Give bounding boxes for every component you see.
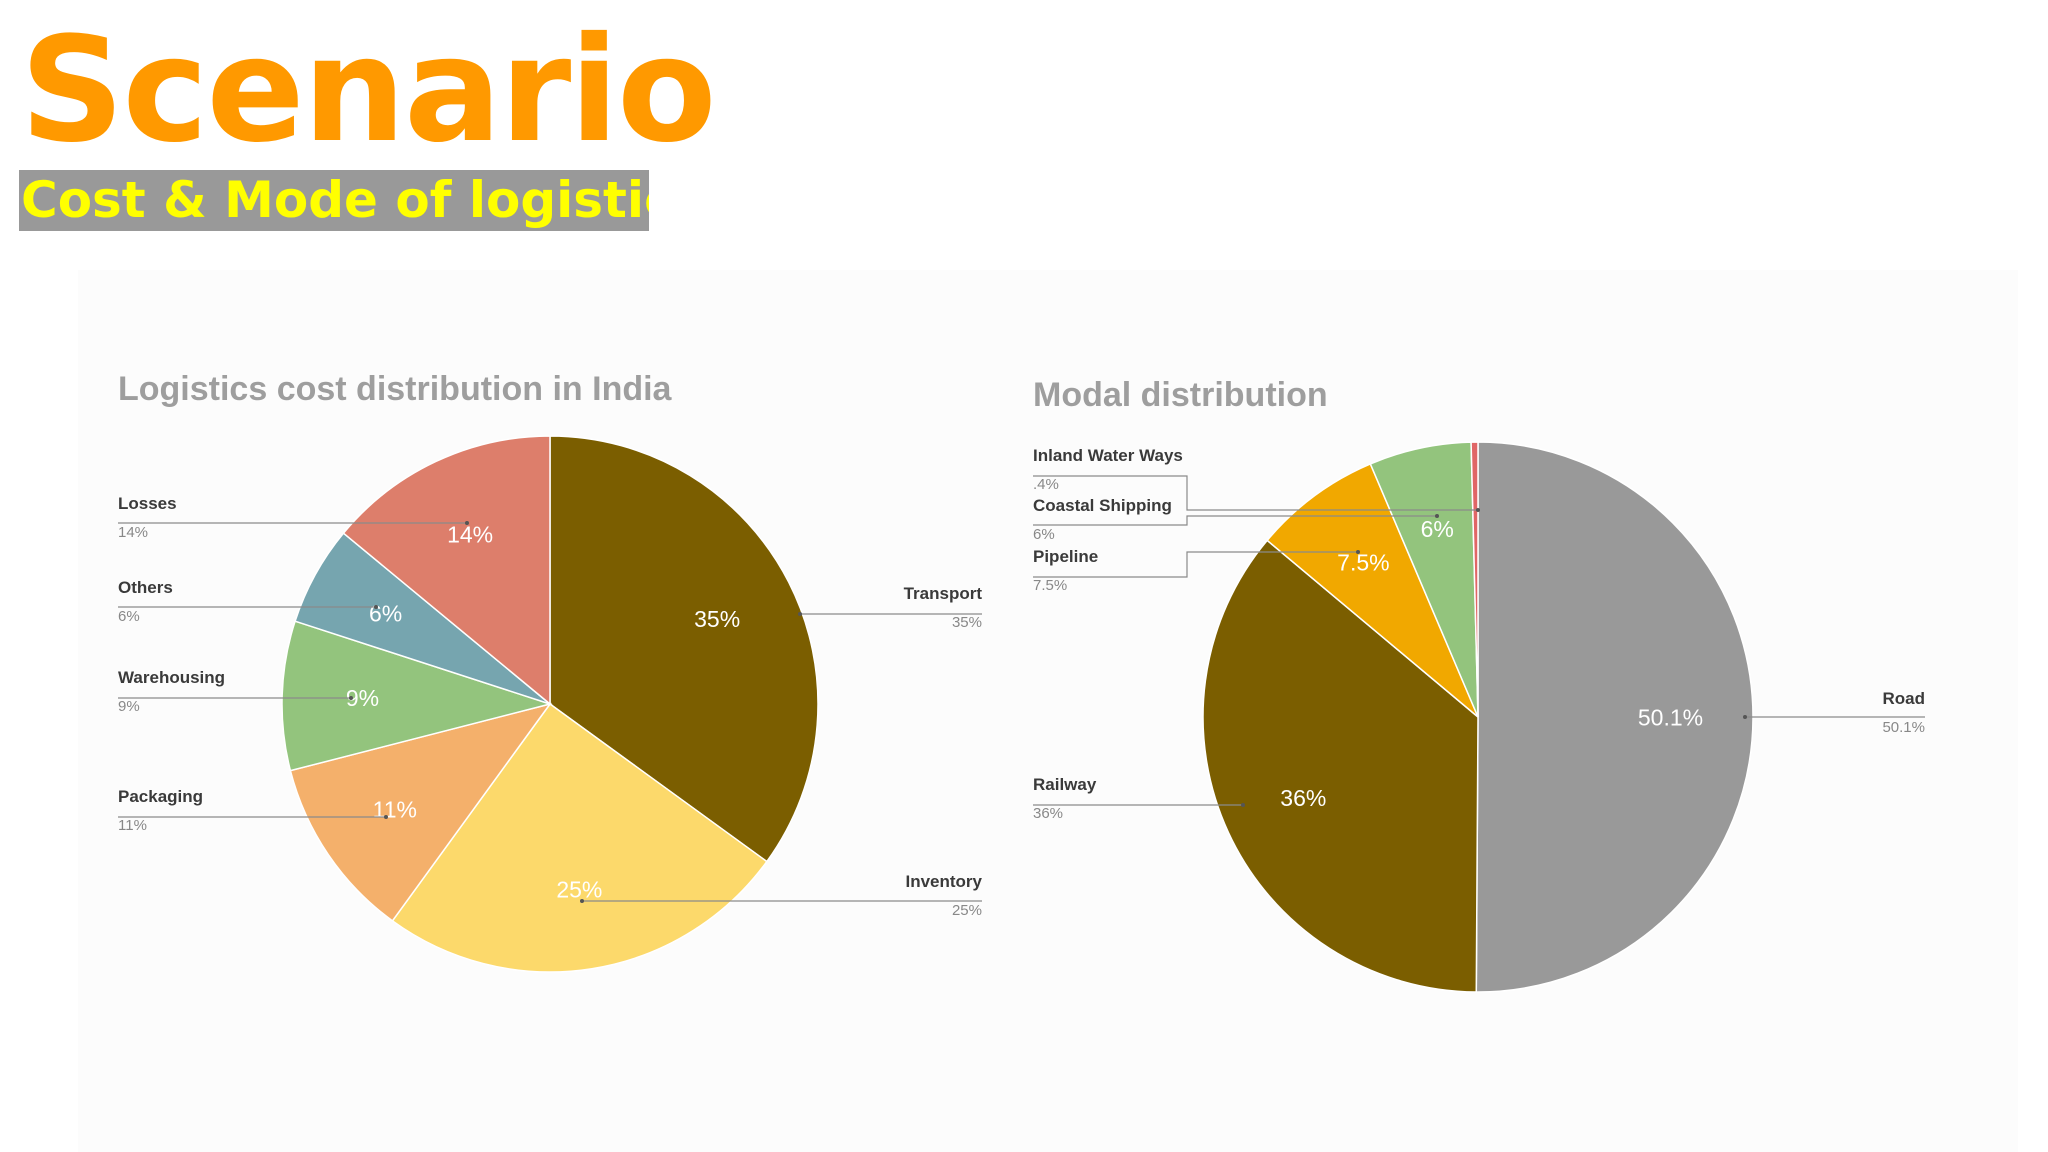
callout-label-packaging: Packaging: [118, 787, 203, 806]
leader-dot: [1743, 715, 1747, 719]
leader-line: [1033, 551, 1358, 578]
callout-value-railway: 36%: [1033, 805, 1063, 822]
callout-label-losses: Losses: [118, 494, 177, 513]
leader-dot: [374, 605, 378, 609]
callout-value-others: 6%: [118, 608, 140, 625]
callout-label-others: Others: [118, 578, 173, 597]
pie-chart: 35% Transport 35% 25% Inventory 25% 11% Packagi…: [118, 435, 983, 973]
pie-slice-inventory: [391, 702, 768, 973]
callout-value-transport: 35%: [952, 614, 982, 631]
slice-value-label: 11%: [373, 796, 417, 822]
slice-value-label: 6%: [369, 601, 402, 627]
pie-slice-road: [1475, 441, 1754, 993]
callout-label-transport: Transport: [904, 584, 983, 603]
callout-value-losses: 14%: [118, 524, 148, 541]
leader-line: [1033, 475, 1478, 511]
slice-value-label: 6%: [1421, 516, 1454, 542]
pie-slice-pipeline: [1266, 462, 1479, 718]
page-subtitle: Cost & Mode of logistics: [19, 170, 649, 231]
pie-slice-railway: [1202, 539, 1479, 993]
slice-value-label: 25%: [556, 876, 602, 902]
callout-value-packaging: 11%: [118, 817, 147, 834]
callout-value-coastal-shipping: 6%: [1033, 526, 1055, 543]
leader-dot: [465, 521, 469, 525]
callout-value-inventory: 25%: [952, 902, 982, 919]
pie-slice-warehousing: [281, 620, 553, 772]
chart-modal-distribution: Modal distribution 50.1% Road 50.1% 36% Rail…: [1033, 376, 1926, 993]
chart-cost-distribution: Logistics cost distribution in India 35%…: [118, 370, 983, 973]
leader-dot: [798, 612, 802, 616]
leader-dot: [349, 696, 353, 700]
slice-value-label: 14%: [447, 521, 493, 547]
callout-label-inventory: Inventory: [905, 872, 982, 891]
callout-label-inland-water-ways: Inland Water Ways: [1033, 446, 1183, 465]
callout-label-warehousing: Warehousing: [118, 668, 225, 687]
slice-value-label: 35%: [694, 606, 740, 632]
pie-chart: 50.1% Road 50.1% 36% Railway 36% 7.5% Pipeline 7…: [1033, 441, 1926, 993]
callout-value-inland-water-ways: .4%: [1033, 476, 1059, 493]
callout-label-coastal-shipping: Coastal Shipping: [1033, 496, 1172, 515]
callout-label-pipeline: Pipeline: [1033, 547, 1098, 566]
chart-title: Logistics cost distribution in India: [118, 370, 673, 408]
page-title: Scenario: [20, 6, 717, 175]
slice-value-label: 7.5%: [1337, 549, 1389, 575]
chart-title: Modal distribution: [1033, 376, 1328, 414]
slice-value-label: 36%: [1280, 785, 1326, 811]
leader-line: [1033, 515, 1437, 526]
callout-label-railway: Railway: [1033, 775, 1097, 794]
leader-dot: [1435, 514, 1439, 518]
leader-dot: [1476, 508, 1480, 512]
slice-value-label: 50.1%: [1638, 705, 1703, 731]
pie-slice-transport: [549, 435, 819, 863]
callout-value-pipeline: 7.5%: [1033, 577, 1067, 594]
callout-value-warehousing: 9%: [118, 698, 140, 715]
pie-slice-packaging: [289, 702, 552, 922]
leader-dot: [580, 899, 584, 903]
leader-dot: [1356, 550, 1360, 554]
pie-slice-losses: [342, 435, 551, 706]
callout-value-road: 50.1%: [1882, 719, 1925, 736]
callout-label-road: Road: [1883, 689, 1926, 708]
leader-dot: [384, 815, 388, 819]
leader-dot: [1241, 803, 1245, 807]
